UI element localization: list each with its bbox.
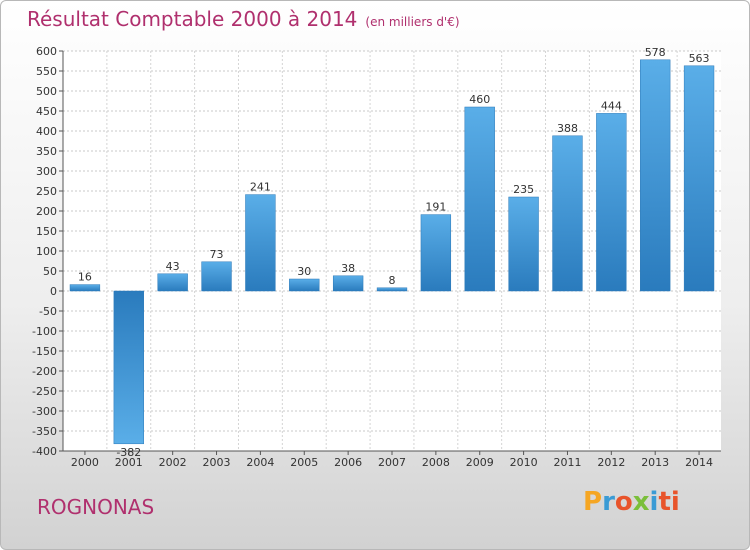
data-label-2001: -382 <box>116 446 141 459</box>
bar-2005 <box>289 278 320 292</box>
data-label-2002: 43 <box>166 260 180 273</box>
y-tick-label: 250 <box>36 185 57 198</box>
data-label-2003: 73 <box>210 248 224 261</box>
bar-2006 <box>332 275 364 292</box>
data-label-2007: 8 <box>389 274 396 287</box>
x-tick-label: 2009 <box>466 456 494 469</box>
x-tick-label: 2000 <box>71 456 99 469</box>
y-tick-label: -350 <box>32 425 57 438</box>
x-tick-label: 2004 <box>246 456 274 469</box>
x-axis-ticks: 2000 2001 2002 2003 2004 2005 2006 2007 2008 2009… <box>71 451 713 469</box>
x-tick-label: 2001 <box>115 456 143 469</box>
logo-letter: o <box>614 487 633 517</box>
data-label-2006: 38 <box>341 262 355 275</box>
data-label-2005: 30 <box>297 265 311 278</box>
y-tick-label: 400 <box>36 125 57 138</box>
x-tick-label: 2013 <box>641 456 669 469</box>
y-tick-label: -300 <box>32 405 57 418</box>
logo-letter: i <box>649 487 659 517</box>
x-tick-label: 2005 <box>290 456 318 469</box>
y-tick-label: 350 <box>36 145 57 158</box>
x-tick-label: 2014 <box>685 456 713 469</box>
chart-title: Résultat Comptable 2000 à 2014 (en millie… <box>27 7 460 31</box>
y-tick-label: 450 <box>36 105 57 118</box>
commune-name: ROGNONAS <box>37 495 155 519</box>
chart-unit-label: (en milliers d'€) <box>365 15 460 29</box>
y-tick-label: 500 <box>36 85 57 98</box>
x-tick-label: 2008 <box>422 456 450 469</box>
x-tick-label: 2007 <box>378 456 406 469</box>
y-tick-label: 150 <box>36 225 57 238</box>
y-tick-label: 550 <box>36 65 57 78</box>
y-tick-label: 50 <box>43 265 57 278</box>
data-label-2011: 388 <box>557 122 578 135</box>
proxiti-logo[interactable]: Proxiti <box>583 487 680 517</box>
x-tick-label: 2003 <box>203 456 231 469</box>
y-tick-label: -150 <box>32 345 57 358</box>
y-tick-label: 0 <box>50 285 57 298</box>
y-tick-label: 600 <box>36 45 57 58</box>
data-label-2013: 578 <box>645 46 666 59</box>
logo-letter: P <box>583 487 603 517</box>
bar-2007 <box>376 287 408 292</box>
logo-letter: r <box>602 487 615 517</box>
data-label-2014: 563 <box>689 52 710 65</box>
y-tick-label: -200 <box>32 365 57 378</box>
bar-2013 <box>640 59 671 292</box>
chart-title-text: Résultat Comptable 2000 à 2014 <box>27 7 358 31</box>
bar-2001 <box>113 290 144 445</box>
y-tick-label: -400 <box>32 445 57 458</box>
bar-2008 <box>420 214 452 292</box>
y-tick-label: -100 <box>32 325 57 338</box>
bar-2011 <box>552 135 583 292</box>
bar-2004 <box>245 194 276 292</box>
y-tick-label: -250 <box>32 385 57 398</box>
bar-2014 <box>683 65 715 292</box>
x-tick-label: 2011 <box>553 456 581 469</box>
y-tick-label: 200 <box>36 205 57 218</box>
data-label-2010: 235 <box>513 183 534 196</box>
data-label-2009: 460 <box>469 93 490 106</box>
data-label-2000: 16 <box>78 271 92 284</box>
bar-2012 <box>596 113 627 292</box>
bar-2010 <box>508 196 539 292</box>
data-label-2008: 191 <box>425 201 446 214</box>
x-tick-label: 2006 <box>334 456 362 469</box>
logo-letter: ti <box>658 487 680 517</box>
y-axis-ticks: 600550500450400350300250200150100500-50-… <box>32 45 63 458</box>
data-label-2012: 444 <box>601 99 622 112</box>
x-tick-label: 2010 <box>510 456 538 469</box>
bar-2000 <box>69 284 101 292</box>
bars <box>69 59 715 445</box>
bar-2002 <box>157 273 188 292</box>
logo-letter: x <box>632 487 650 517</box>
x-tick-label: 2002 <box>159 456 187 469</box>
bar-2009 <box>464 106 495 292</box>
data-label-2004: 241 <box>250 181 271 194</box>
y-tick-label: 100 <box>36 245 57 258</box>
bar-2003 <box>201 261 232 292</box>
x-tick-label: 2012 <box>597 456 625 469</box>
y-tick-label: -50 <box>39 305 57 318</box>
y-tick-label: 300 <box>36 165 57 178</box>
